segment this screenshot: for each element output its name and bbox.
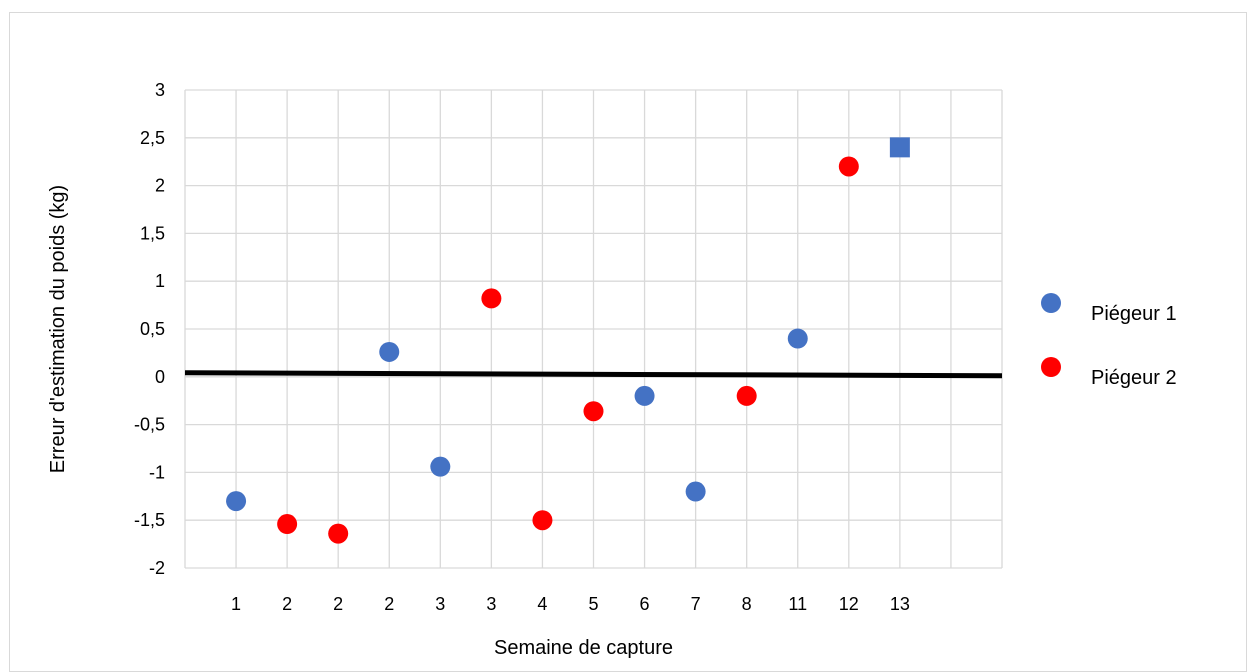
x-tick-label: 8: [742, 594, 752, 614]
data-point: [736, 385, 757, 406]
data-point-square: [889, 137, 910, 158]
data-points: [226, 137, 910, 544]
data-point: [430, 456, 451, 477]
data-point: [226, 491, 247, 512]
data-point: [838, 156, 859, 177]
x-axis-title: Semaine de capture: [494, 637, 673, 659]
gridlines: [184, 89, 1003, 569]
x-tick-label: 2: [282, 594, 292, 614]
y-tick-label: 0: [155, 367, 165, 387]
data-point: [532, 510, 553, 531]
legend: Piégeur 1 Piégeur 2: [1041, 293, 1177, 389]
y-tick-labels: -2 -1,5 -1 -0,5 0 0,5 1 1,5 2 2,5 3: [134, 80, 165, 578]
y-tick-label: -1,5: [134, 510, 165, 530]
x-tick-label: 3: [486, 594, 496, 614]
y-tick-label: -0,5: [134, 415, 165, 435]
y-tick-label: 1,5: [140, 223, 165, 243]
data-point: [277, 514, 298, 535]
legend-label: Piégeur 1: [1091, 303, 1177, 325]
x-tick-labels: 1 2 2 2 3 3 4 5 6 7 8 11 12 13: [231, 594, 910, 614]
data-point: [583, 401, 604, 422]
x-tick-label: 11: [788, 594, 807, 614]
x-tick-label: 12: [839, 594, 859, 614]
data-point: [328, 523, 349, 544]
y-axis-title: Erreur d'estimation du poids (kg): [47, 185, 69, 473]
data-point: [481, 288, 502, 309]
x-tick-label: 6: [640, 594, 650, 614]
y-tick-label: -1: [149, 462, 165, 482]
x-tick-label: 1: [231, 594, 241, 614]
x-tick-label: 7: [691, 594, 701, 614]
x-tick-label: 3: [435, 594, 445, 614]
zero-reference-line: [184, 370, 1003, 379]
y-tick-label: 0,5: [140, 319, 165, 339]
y-tick-label: 2,5: [140, 128, 165, 148]
legend-marker: [1041, 357, 1061, 377]
data-point: [379, 341, 400, 362]
y-tick-label: 1: [155, 271, 165, 291]
data-point: [787, 328, 808, 349]
legend-marker: [1041, 293, 1061, 313]
chart-frame: [9, 12, 1247, 672]
legend-label: Piégeur 2: [1091, 367, 1177, 389]
x-tick-label: 5: [588, 594, 598, 614]
x-tick-label: 2: [333, 594, 343, 614]
data-point: [685, 481, 706, 502]
x-tick-label: 13: [890, 594, 910, 614]
x-tick-label: 2: [384, 594, 394, 614]
x-tick-label: 4: [537, 594, 547, 614]
y-tick-label: 2: [155, 176, 165, 196]
y-tick-label: -2: [149, 558, 165, 578]
data-point: [634, 385, 655, 406]
y-tick-label: 3: [155, 80, 165, 100]
